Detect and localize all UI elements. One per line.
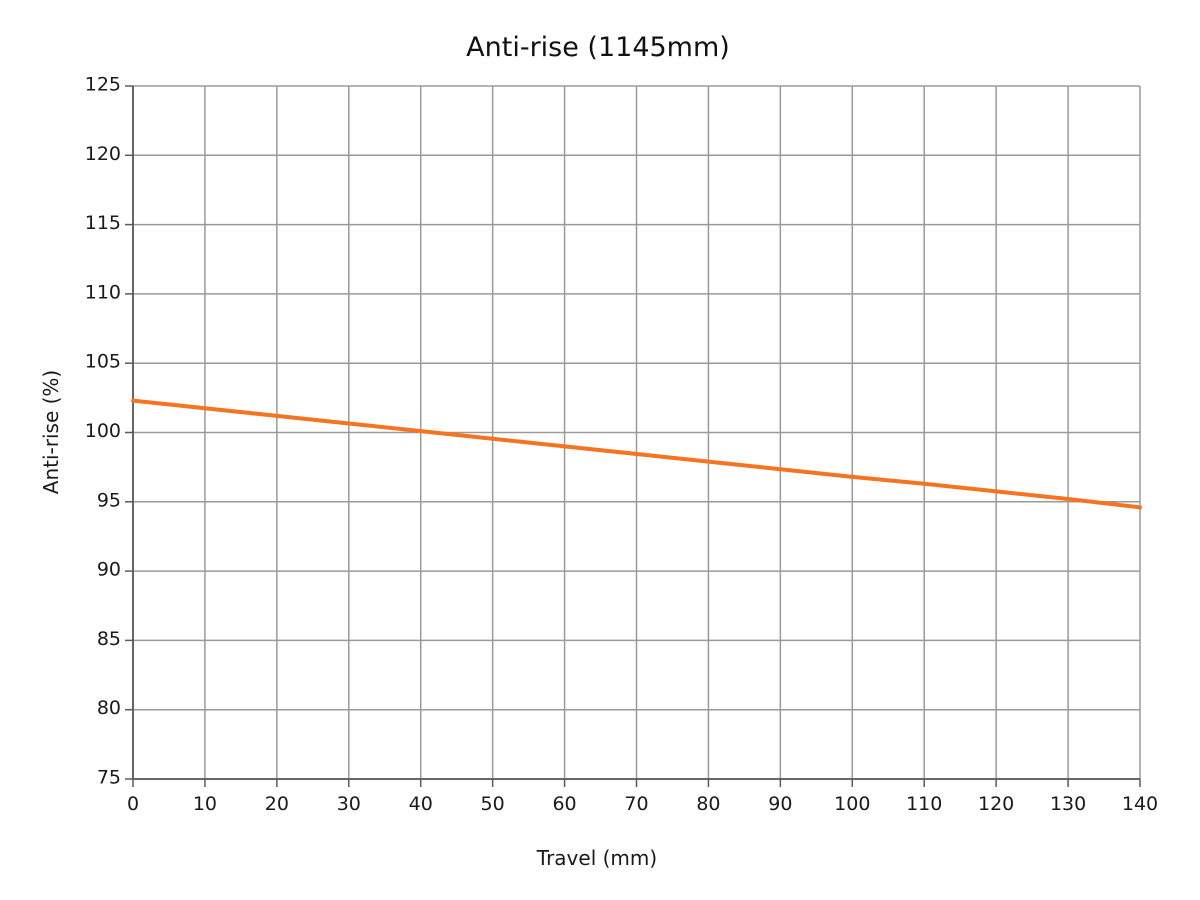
y-tick-label-5: 100: [85, 420, 121, 442]
x-tick-label-11: 110: [906, 793, 942, 815]
data-point-0-2: [274, 413, 279, 418]
x-tick-label-1: 10: [193, 793, 217, 815]
data-point-0-0: [131, 398, 135, 403]
y-axis-label: Anti-rise (%): [39, 370, 63, 494]
x-tick-label-9: 90: [768, 793, 792, 815]
x-tick-label-6: 60: [552, 793, 576, 815]
data-point-0-12: [994, 489, 999, 494]
data-point-0-13: [1066, 497, 1071, 502]
series-layer: [131, 398, 1142, 510]
data-point-0-10: [850, 474, 855, 479]
x-tick-label-13: 130: [1050, 793, 1086, 815]
x-tick-label-0: 0: [127, 793, 139, 815]
y-tick-label-8: 115: [85, 212, 121, 234]
x-tick-label-8: 80: [696, 793, 720, 815]
grid-lines: [132, 85, 1141, 780]
x-tick-label-7: 70: [624, 793, 648, 815]
x-tick-label-2: 20: [265, 793, 289, 815]
x-tick-label-12: 120: [978, 793, 1014, 815]
x-axis-label: Travel (mm): [536, 846, 657, 870]
data-point-0-14: [1138, 505, 1142, 510]
y-tick-label-2: 85: [97, 628, 121, 650]
data-point-0-4: [418, 429, 423, 434]
y-tick-label-3: 90: [97, 559, 121, 581]
data-point-0-3: [346, 421, 351, 426]
x-tick-label-4: 40: [409, 793, 433, 815]
y-tick-label-9: 120: [85, 143, 121, 165]
y-tick-label-4: 95: [97, 489, 121, 511]
data-point-0-8: [706, 459, 711, 464]
y-tick-label-0: 75: [97, 767, 121, 789]
y-tick-label-7: 110: [85, 281, 121, 303]
data-point-0-9: [778, 467, 783, 472]
x-tick-label-5: 50: [481, 793, 505, 815]
x-tick-label-14: 140: [1122, 793, 1158, 815]
y-tick-label-10: 125: [85, 74, 121, 96]
y-tick-label-6: 105: [85, 351, 121, 373]
x-tick-label-3: 30: [337, 793, 361, 815]
x-tick-label-10: 100: [834, 793, 870, 815]
data-point-0-7: [634, 451, 639, 456]
data-point-0-6: [562, 444, 567, 449]
data-point-0-11: [922, 481, 927, 486]
y-tick-label-1: 80: [97, 697, 121, 719]
data-point-0-1: [202, 406, 207, 411]
chart-title: Anti-rise (1145mm): [466, 32, 730, 63]
tick-labels: 75 80 85 90 95 100 105 110 115 120 125 0 10 20 30 40 50 6…: [85, 74, 1158, 816]
data-point-0-5: [490, 436, 495, 441]
